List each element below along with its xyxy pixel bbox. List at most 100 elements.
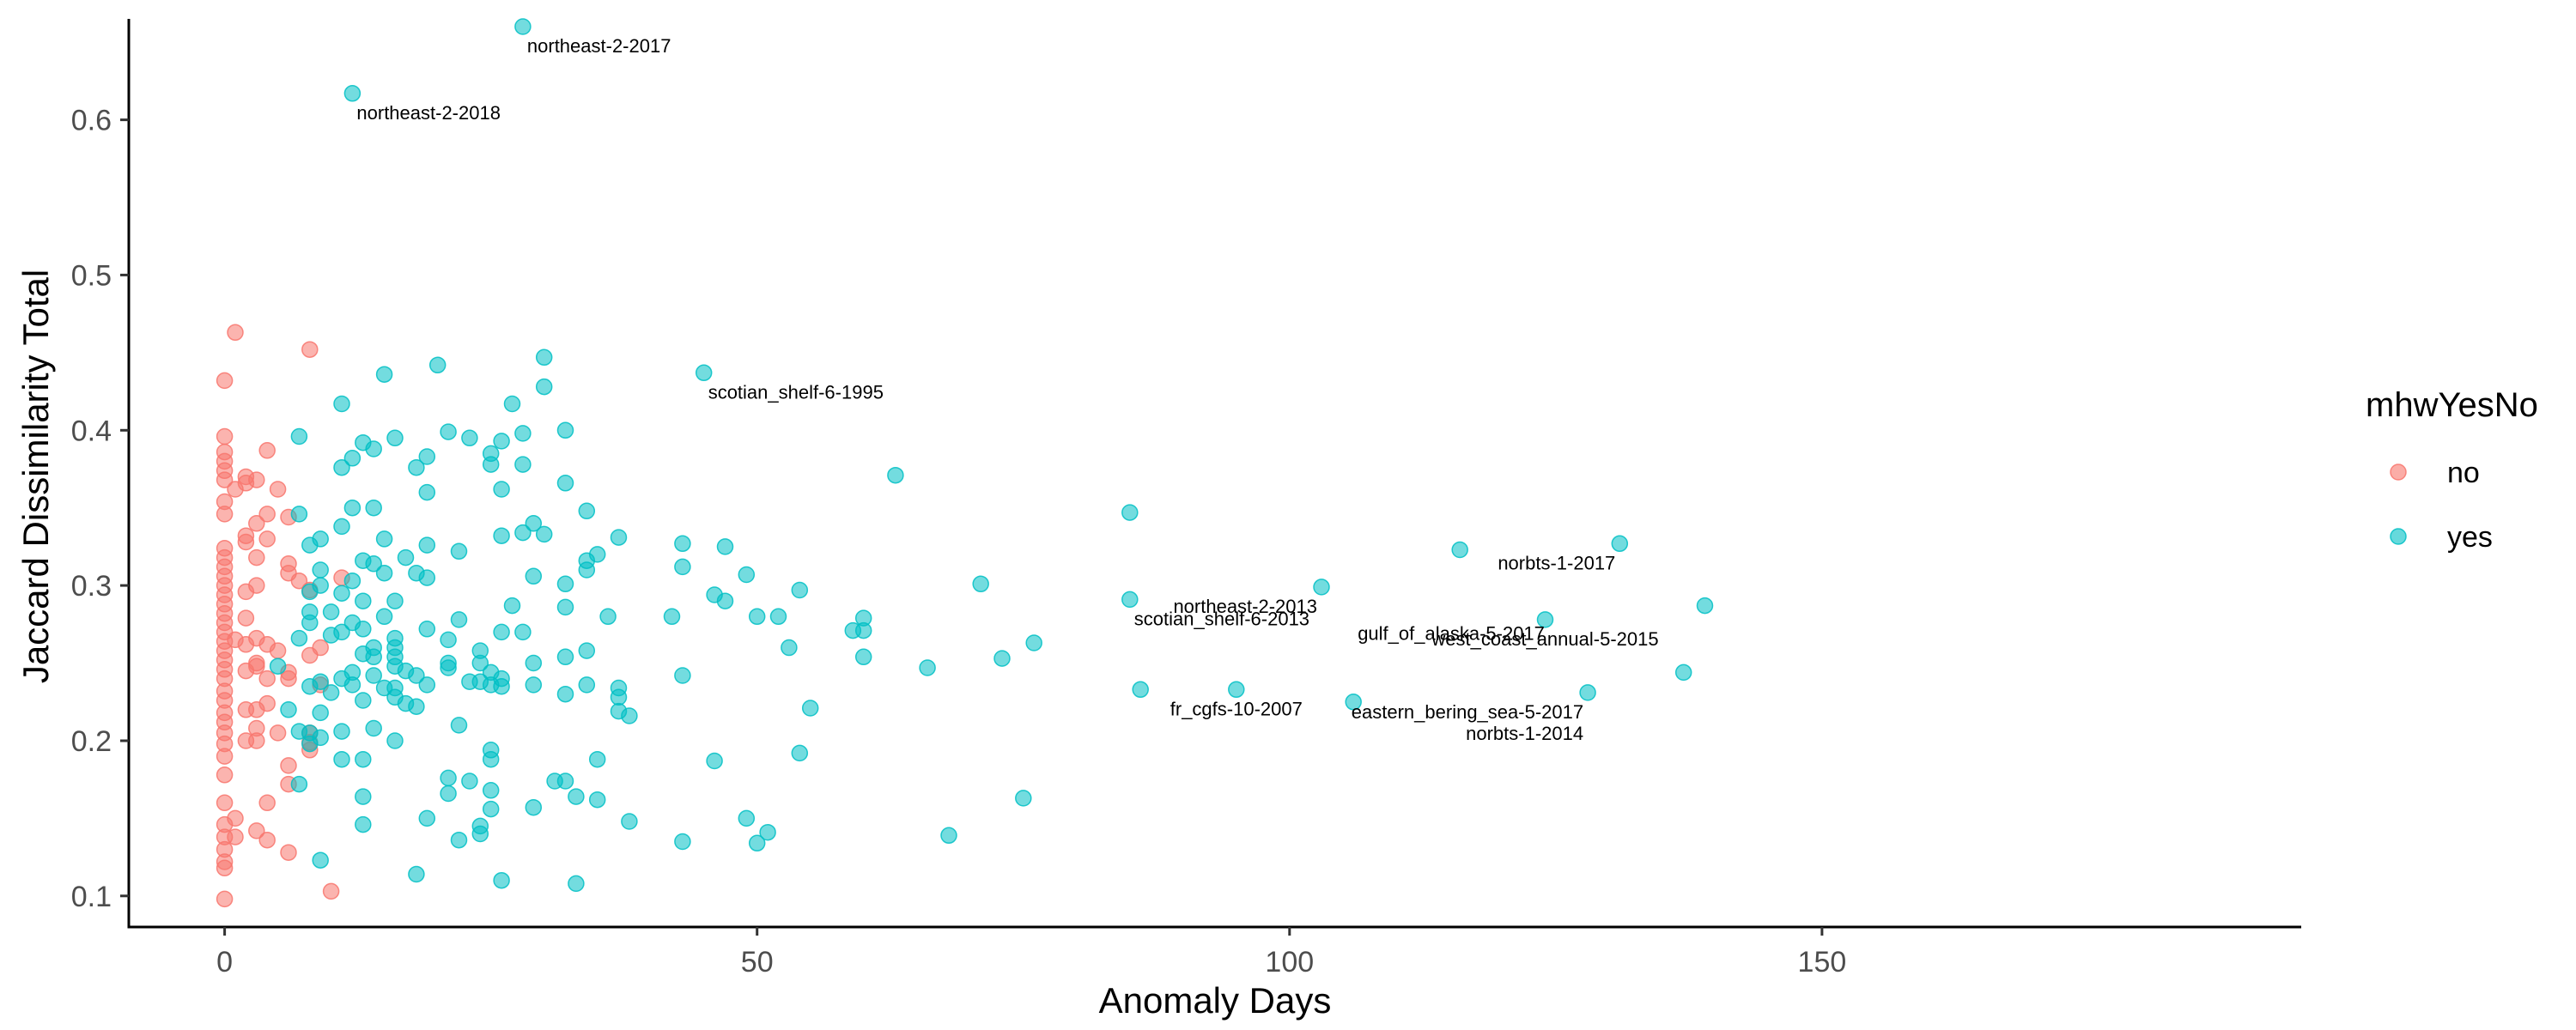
point-yes-183 — [919, 659, 936, 676]
point-no-62 — [248, 515, 265, 532]
point-yes-161 — [674, 558, 691, 576]
point-yes-138 — [556, 575, 574, 593]
point-yes-184 — [940, 827, 957, 845]
point-yes-6 — [290, 427, 308, 445]
point-yes-83 — [418, 448, 436, 465]
point-no-83 — [290, 572, 308, 590]
point-no-74 — [269, 481, 287, 498]
point-no-64 — [258, 831, 276, 849]
point-yes-121 — [514, 524, 532, 542]
annotation-4: norbts-1-2017 — [1498, 552, 1615, 573]
point-yes-104 — [482, 782, 500, 799]
point-yes-0 — [269, 657, 287, 675]
point-no-55 — [248, 719, 265, 737]
point-no-42 — [227, 324, 244, 342]
point-yes-149 — [588, 750, 606, 768]
point-yes-170 — [748, 834, 766, 852]
point-yes-18 — [312, 577, 329, 594]
point-yes-40 — [355, 788, 372, 805]
point-yes-92 — [450, 717, 468, 734]
point-yes-17 — [312, 673, 329, 690]
x-tick-label-0: 0 — [216, 946, 233, 978]
point-no-6 — [216, 794, 234, 812]
point-yes-110 — [482, 445, 500, 463]
point-yes-147 — [578, 502, 596, 520]
x-tick-label-3: 150 — [1798, 946, 1847, 978]
point-no-92 — [322, 882, 340, 900]
point-yes-163 — [695, 364, 713, 382]
point-yes-128 — [525, 567, 543, 585]
point-yes-176 — [791, 581, 809, 599]
point-yes-189 — [1121, 591, 1139, 609]
point-no-70 — [258, 506, 276, 523]
point-yes-135 — [556, 685, 574, 703]
point-yes-52 — [365, 555, 382, 573]
point-yes-54 — [365, 440, 382, 457]
point-yes-154 — [610, 679, 628, 697]
point-yes-125 — [525, 798, 543, 816]
point-yes-181 — [854, 609, 872, 627]
point-yes-90 — [440, 423, 457, 440]
point-yes-21 — [322, 684, 340, 701]
x-tick-label-1: 50 — [741, 946, 774, 978]
point-no-71 — [258, 442, 276, 459]
annotation-9: norbts-1-2014 — [1466, 723, 1583, 744]
point-yes-91 — [450, 831, 468, 849]
point-yes-20 — [312, 530, 329, 548]
point-yes-151 — [599, 608, 617, 626]
point-yes-169 — [738, 566, 756, 584]
point-yes-27 — [333, 623, 350, 641]
point-yes-37 — [343, 450, 361, 467]
point-yes-195 — [1451, 541, 1468, 559]
point-no-50 — [237, 527, 255, 544]
point-yes-86 — [440, 769, 457, 787]
point-yes-137 — [556, 598, 574, 616]
point-yes-159 — [674, 833, 691, 851]
point-yes-155 — [610, 529, 628, 546]
point-yes-23 — [322, 603, 340, 621]
point-yes-188 — [1025, 634, 1042, 651]
legend-key-yes — [2390, 528, 2407, 545]
point-yes-31 — [333, 395, 350, 413]
point-yes-59 — [375, 366, 393, 383]
point-yes-111 — [493, 871, 510, 889]
point-yes-19 — [312, 561, 329, 579]
point-yes-94 — [450, 542, 468, 560]
point-no-47 — [237, 609, 255, 627]
point-yes-131 — [535, 378, 553, 396]
point-yes-62 — [386, 679, 404, 697]
x-tick-label-2: 100 — [1265, 946, 1314, 978]
point-yes-167 — [716, 538, 734, 555]
point-yes-72 — [408, 865, 425, 883]
point-yes-156 — [621, 813, 638, 830]
point-yes-80 — [418, 569, 436, 586]
point-yes-139 — [556, 475, 574, 492]
point-yes-88 — [440, 654, 457, 672]
point-yes-48 — [365, 719, 382, 737]
point-yes-51 — [365, 639, 382, 657]
point-yes-141 — [568, 875, 585, 893]
point-yes-97 — [461, 429, 478, 447]
annotation-8: eastern_bering_sea-5-2017 — [1352, 701, 1583, 723]
point-yes-102 — [471, 642, 489, 659]
point-yes-196 — [1536, 611, 1554, 628]
annotation-2: scotian_shelf-6-1995 — [708, 381, 884, 403]
point-yes-56 — [375, 608, 393, 626]
point-yes-44 — [355, 621, 372, 638]
point-yes-85 — [440, 785, 457, 803]
point-no-29 — [216, 539, 234, 557]
y-ticks-layer: 0.1 0.2 0.3 0.4 0.5 0.6 — [71, 105, 129, 913]
y-tick-label-1: 0.2 — [71, 725, 112, 758]
point-yes-123 — [514, 425, 532, 442]
point-yes-192 — [1228, 681, 1245, 699]
point-yes-73 — [408, 698, 425, 715]
y-tick-label-0: 0.1 — [71, 881, 112, 913]
point-yes-198 — [1611, 535, 1629, 553]
point-yes-36 — [343, 499, 361, 517]
point-yes-45 — [355, 592, 372, 609]
point-yes-186 — [993, 650, 1011, 667]
y-axis-title: Jaccard Dissimilarity Total — [15, 270, 56, 683]
point-yes-5 — [290, 506, 308, 523]
point-yes-30 — [333, 458, 350, 476]
